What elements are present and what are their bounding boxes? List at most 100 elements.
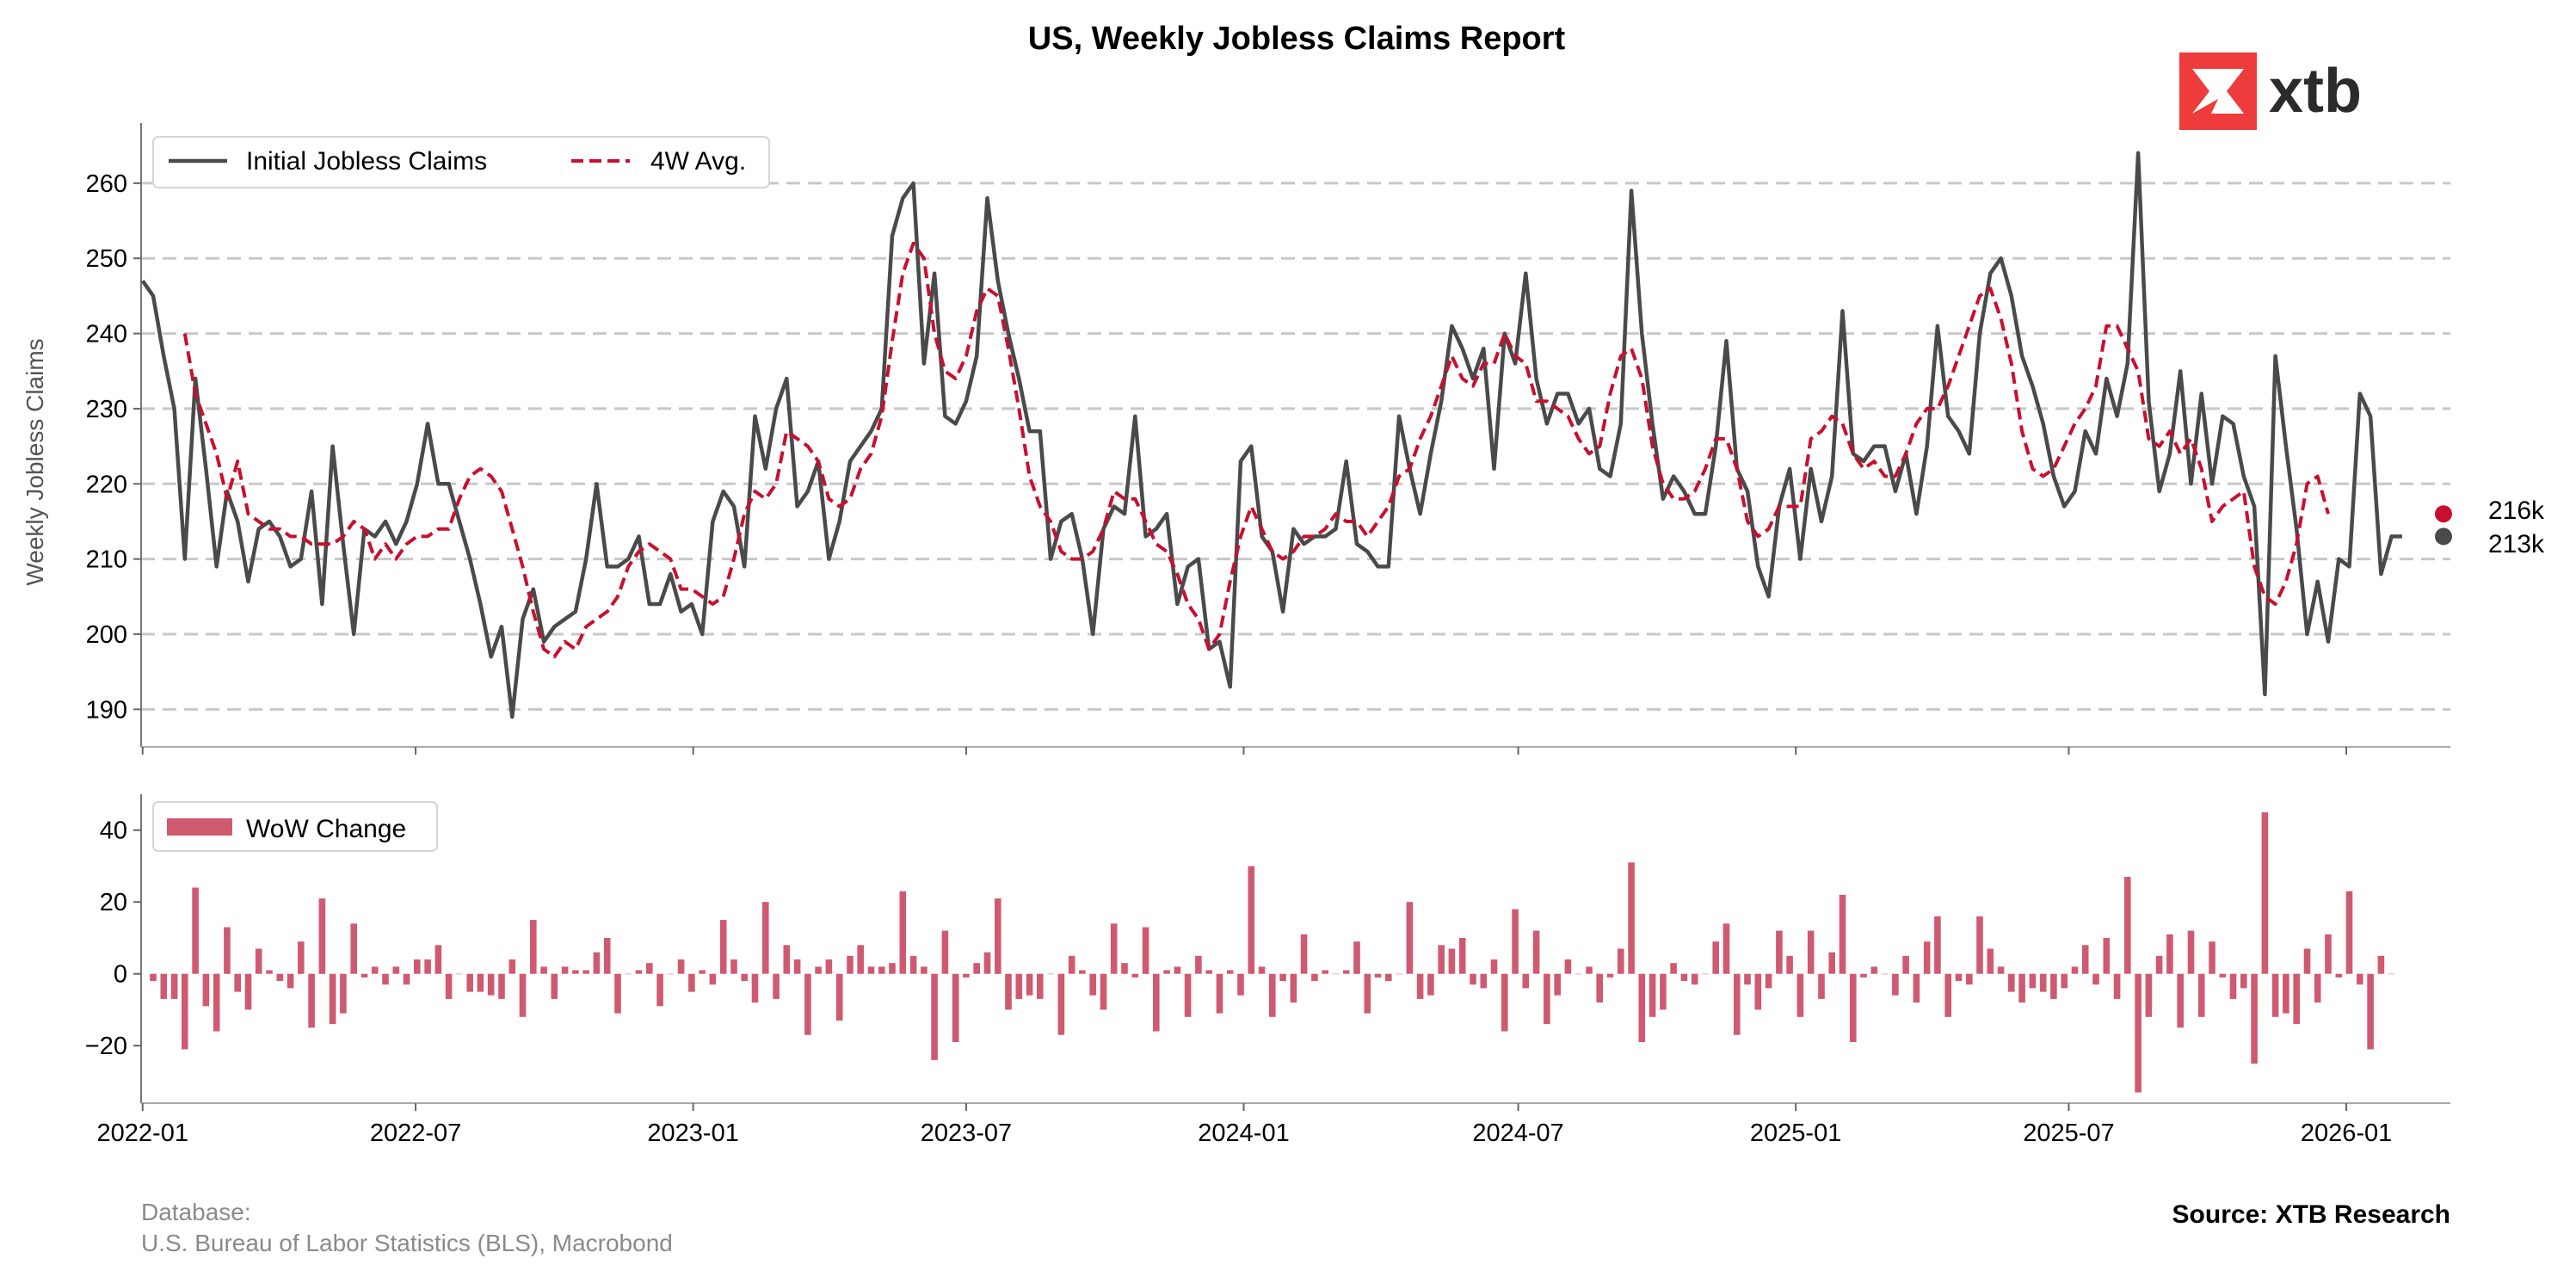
ytick-label-250: 250 [86, 245, 127, 273]
wow-bar [1374, 973, 1382, 978]
wow-bar [318, 898, 326, 974]
wow-bar [2155, 955, 2163, 974]
wow-bar [783, 945, 791, 974]
wow-bar [266, 970, 273, 974]
xtick-label-2024-01: 2024-01 [1198, 1120, 1289, 1147]
legend-label-claims: Initial Jobless Claims [246, 147, 487, 176]
wow-bar [1892, 973, 1899, 996]
wow-bar [762, 902, 769, 974]
wow-bar [1913, 973, 1920, 1003]
wow-bar [1364, 973, 1371, 1014]
wow-bar [1089, 973, 1096, 996]
wow-bar [2166, 934, 2173, 974]
wow-bar [1269, 973, 1276, 1017]
wow-bar [445, 973, 453, 999]
wow-bar [1480, 973, 1488, 989]
wow-bar [973, 963, 980, 974]
wow-bar [1881, 973, 1889, 975]
wow-bar [2071, 966, 2079, 974]
wow-bar [1237, 973, 1244, 996]
wow-bar [2187, 930, 2195, 974]
wow-bar [1734, 973, 1741, 1035]
wow-bar [709, 973, 717, 985]
wow-bar [403, 973, 410, 985]
ytick-label-190: 190 [86, 696, 127, 724]
logo-text: xtb [2269, 57, 2362, 126]
wow-bar [983, 952, 991, 974]
wow-bar [1005, 973, 1012, 1010]
ytick-label-240: 240 [86, 321, 127, 349]
wow-bar [2018, 973, 2025, 1003]
wow-bar [1796, 973, 1804, 1017]
wow-bar [287, 973, 294, 989]
wow-bar [1438, 945, 1445, 974]
wow-bar [1522, 973, 1530, 989]
wow-bar [170, 973, 178, 999]
xtick-label-2025-07: 2025-07 [2023, 1120, 2114, 1147]
wow-bar [656, 973, 663, 1007]
wow-bar [751, 973, 759, 1003]
xtb-logo: xtb [2179, 52, 2362, 130]
wow-bar [2008, 973, 2015, 992]
wow-bar [2081, 945, 2089, 974]
wow-bar [255, 948, 262, 974]
wow-bar [1618, 948, 1624, 974]
wow-bar [1131, 973, 1139, 978]
wow-bar [603, 938, 611, 974]
wow-bar [1279, 973, 1286, 981]
wow-bar [308, 973, 315, 1028]
xtick-label-2025-01: 2025-01 [1750, 1120, 1841, 1147]
wow-bar [2388, 973, 2395, 975]
wow-bar [150, 973, 157, 981]
ytick-label-210: 210 [86, 546, 127, 574]
wow-bar [276, 973, 284, 981]
wow-bar [1396, 973, 1402, 975]
bottom-ytick-label-40: 40 [100, 817, 127, 845]
wow-bar [1966, 973, 1973, 985]
wow-bar [1649, 973, 1656, 1017]
wow-bar [160, 973, 168, 999]
wow-bar [2240, 973, 2247, 989]
wow-bar [1153, 973, 1160, 1032]
wow-bar [2303, 948, 2311, 974]
bottom-x-ticks: 2022-01 2022-07 2023-01 2023-07 2024-01 2024-… [97, 1103, 2392, 1147]
bottom-axes [140, 794, 2450, 1104]
bottom-legend-box [152, 801, 438, 852]
wow-bar [793, 959, 801, 974]
wow-bar [2061, 973, 2068, 989]
wow-bar [921, 966, 927, 974]
ytick-label-260: 260 [86, 170, 127, 198]
wow-bar [2271, 973, 2279, 1017]
wow-bar [878, 966, 885, 974]
wow-bar [1205, 970, 1212, 974]
wow-bar [1248, 866, 1255, 974]
wow-bar [456, 973, 463, 975]
wow-bar [224, 927, 231, 974]
bottom-ytick-label--20: −20 [85, 1033, 127, 1060]
wow-bar [582, 970, 589, 974]
top-gridlines [141, 182, 2450, 711]
wow-bar [1660, 973, 1667, 1010]
wow-bar [773, 973, 780, 999]
wow-bar [995, 898, 1001, 974]
wow-bar [2209, 941, 2215, 974]
bottom-y-ticks: −20 0 20 40 [85, 817, 141, 1060]
wow-bar [1068, 955, 1075, 974]
bottom-legend: WoW Change [152, 801, 438, 852]
wow-bar [1184, 973, 1192, 1017]
xtick-label-2023-01: 2023-01 [647, 1120, 738, 1147]
wow-bar [1839, 894, 1846, 974]
wow-bar [804, 973, 811, 1035]
wow-bar [867, 966, 875, 974]
wow-bar [1110, 923, 1118, 974]
wow-bar [2261, 811, 2269, 974]
wow-bar [1870, 966, 1878, 974]
wow-bar [1754, 973, 1762, 1010]
wow-bar [646, 963, 653, 974]
wow-bar [2039, 973, 2047, 992]
wow-bar [1860, 973, 1867, 978]
wow-bar [667, 973, 675, 975]
wow-bar [2113, 973, 2121, 999]
end-label-avg: 216k [2488, 497, 2545, 525]
wow-bar [1416, 973, 1424, 999]
